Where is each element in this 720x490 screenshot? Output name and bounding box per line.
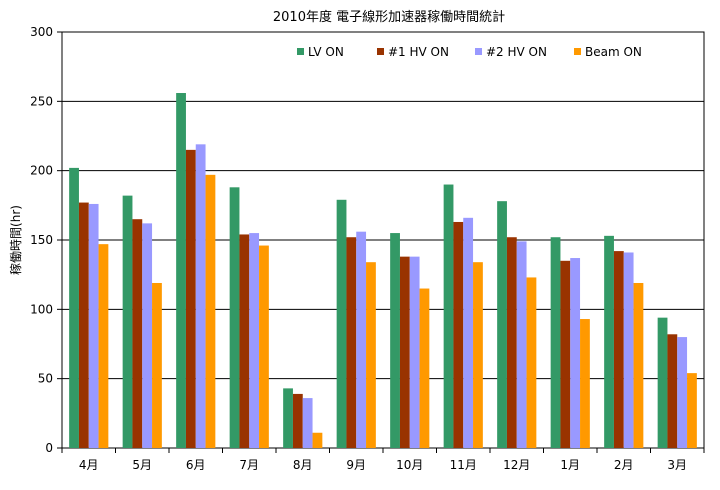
legend-item: #2 HV ON xyxy=(475,45,547,59)
bar xyxy=(142,223,153,448)
bar xyxy=(346,237,357,448)
legend-label: #1 HV ON xyxy=(388,45,449,59)
bar xyxy=(613,251,624,448)
legend-swatch xyxy=(297,48,304,55)
y-tick-label: 150 xyxy=(30,233,53,247)
bars xyxy=(69,93,697,449)
axes xyxy=(57,31,705,453)
x-tick-labels: 4月 5月 6月 7月 8月 9月 10月 11月 12月 1月 2月 3月 xyxy=(79,458,687,472)
bar xyxy=(195,144,206,448)
bar xyxy=(623,252,634,448)
x-tick-label: 2月 xyxy=(614,458,634,472)
bar xyxy=(409,256,420,448)
y-tick-label: 300 xyxy=(30,25,53,39)
bar xyxy=(463,217,474,448)
bar xyxy=(78,202,89,448)
bar xyxy=(176,93,186,448)
legend-label: Beam ON xyxy=(585,45,642,59)
y-tick-label: 50 xyxy=(38,372,53,386)
x-tick-label: 6月 xyxy=(186,458,206,472)
bar xyxy=(239,234,250,448)
bar xyxy=(419,288,430,448)
legend-label: LV ON xyxy=(308,45,344,59)
bar xyxy=(657,317,668,448)
y-tick-label: 0 xyxy=(45,441,53,455)
bar xyxy=(633,282,644,448)
bar xyxy=(443,184,454,449)
bar xyxy=(152,282,162,448)
bar xyxy=(366,262,376,448)
bar xyxy=(497,201,507,448)
bar xyxy=(560,260,571,448)
legend-swatch xyxy=(475,48,482,55)
bar xyxy=(69,167,79,449)
y-tick-label: 100 xyxy=(30,302,53,316)
y-tick-labels: 0 50 100 150 200 250 300 xyxy=(30,25,53,455)
x-tick-label: 3月 xyxy=(667,458,687,472)
bar xyxy=(98,244,109,448)
legend-item: Beam ON xyxy=(574,45,642,59)
bar xyxy=(399,256,410,448)
bar xyxy=(302,398,313,448)
chart-title: 2010年度 電子線形加速器稼働時間統計 xyxy=(273,9,505,25)
bar xyxy=(185,149,196,448)
legend: LV ON #1 HV ON #2 HV ON Beam ON xyxy=(297,45,642,59)
y-tick-label: 200 xyxy=(30,164,53,178)
bar xyxy=(677,337,688,448)
bar xyxy=(516,241,527,448)
y-tick-label: 250 xyxy=(30,94,53,108)
bar xyxy=(506,237,517,448)
bar xyxy=(312,432,323,448)
x-tick-label: 12月 xyxy=(503,458,530,472)
bar xyxy=(550,237,561,448)
bar xyxy=(390,233,400,448)
bar xyxy=(88,203,99,448)
bar xyxy=(453,221,464,448)
bar xyxy=(604,235,614,448)
bar xyxy=(249,233,260,448)
bar xyxy=(122,195,133,448)
bar xyxy=(336,199,347,448)
x-tick-label: 5月 xyxy=(132,458,152,472)
bar xyxy=(687,373,697,448)
x-tick-label: 4月 xyxy=(79,458,99,472)
bar xyxy=(205,174,216,448)
bar xyxy=(580,319,590,448)
bar xyxy=(570,258,581,448)
x-tick-label: 11月 xyxy=(450,458,477,472)
legend-swatch xyxy=(377,48,384,55)
bar xyxy=(526,277,537,448)
bar xyxy=(667,334,678,448)
x-tick-label: 8月 xyxy=(293,458,313,472)
legend-item: LV ON xyxy=(297,45,344,59)
bar xyxy=(356,231,367,448)
x-tick-label: 10月 xyxy=(396,458,423,472)
x-tick-label: 7月 xyxy=(239,458,259,472)
legend-label: #2 HV ON xyxy=(486,45,547,59)
bar xyxy=(132,219,143,448)
x-tick-label: 9月 xyxy=(346,458,366,472)
y-axis-label: 稼働時間(hr) xyxy=(8,205,23,275)
bar xyxy=(229,187,240,448)
bar xyxy=(259,245,269,448)
bar xyxy=(473,262,483,448)
gridlines xyxy=(61,31,705,449)
bar xyxy=(292,393,303,448)
legend-swatch xyxy=(574,48,581,55)
bar xyxy=(283,388,293,448)
legend-item: #1 HV ON xyxy=(377,45,449,59)
x-tick-label: 1月 xyxy=(560,458,580,472)
